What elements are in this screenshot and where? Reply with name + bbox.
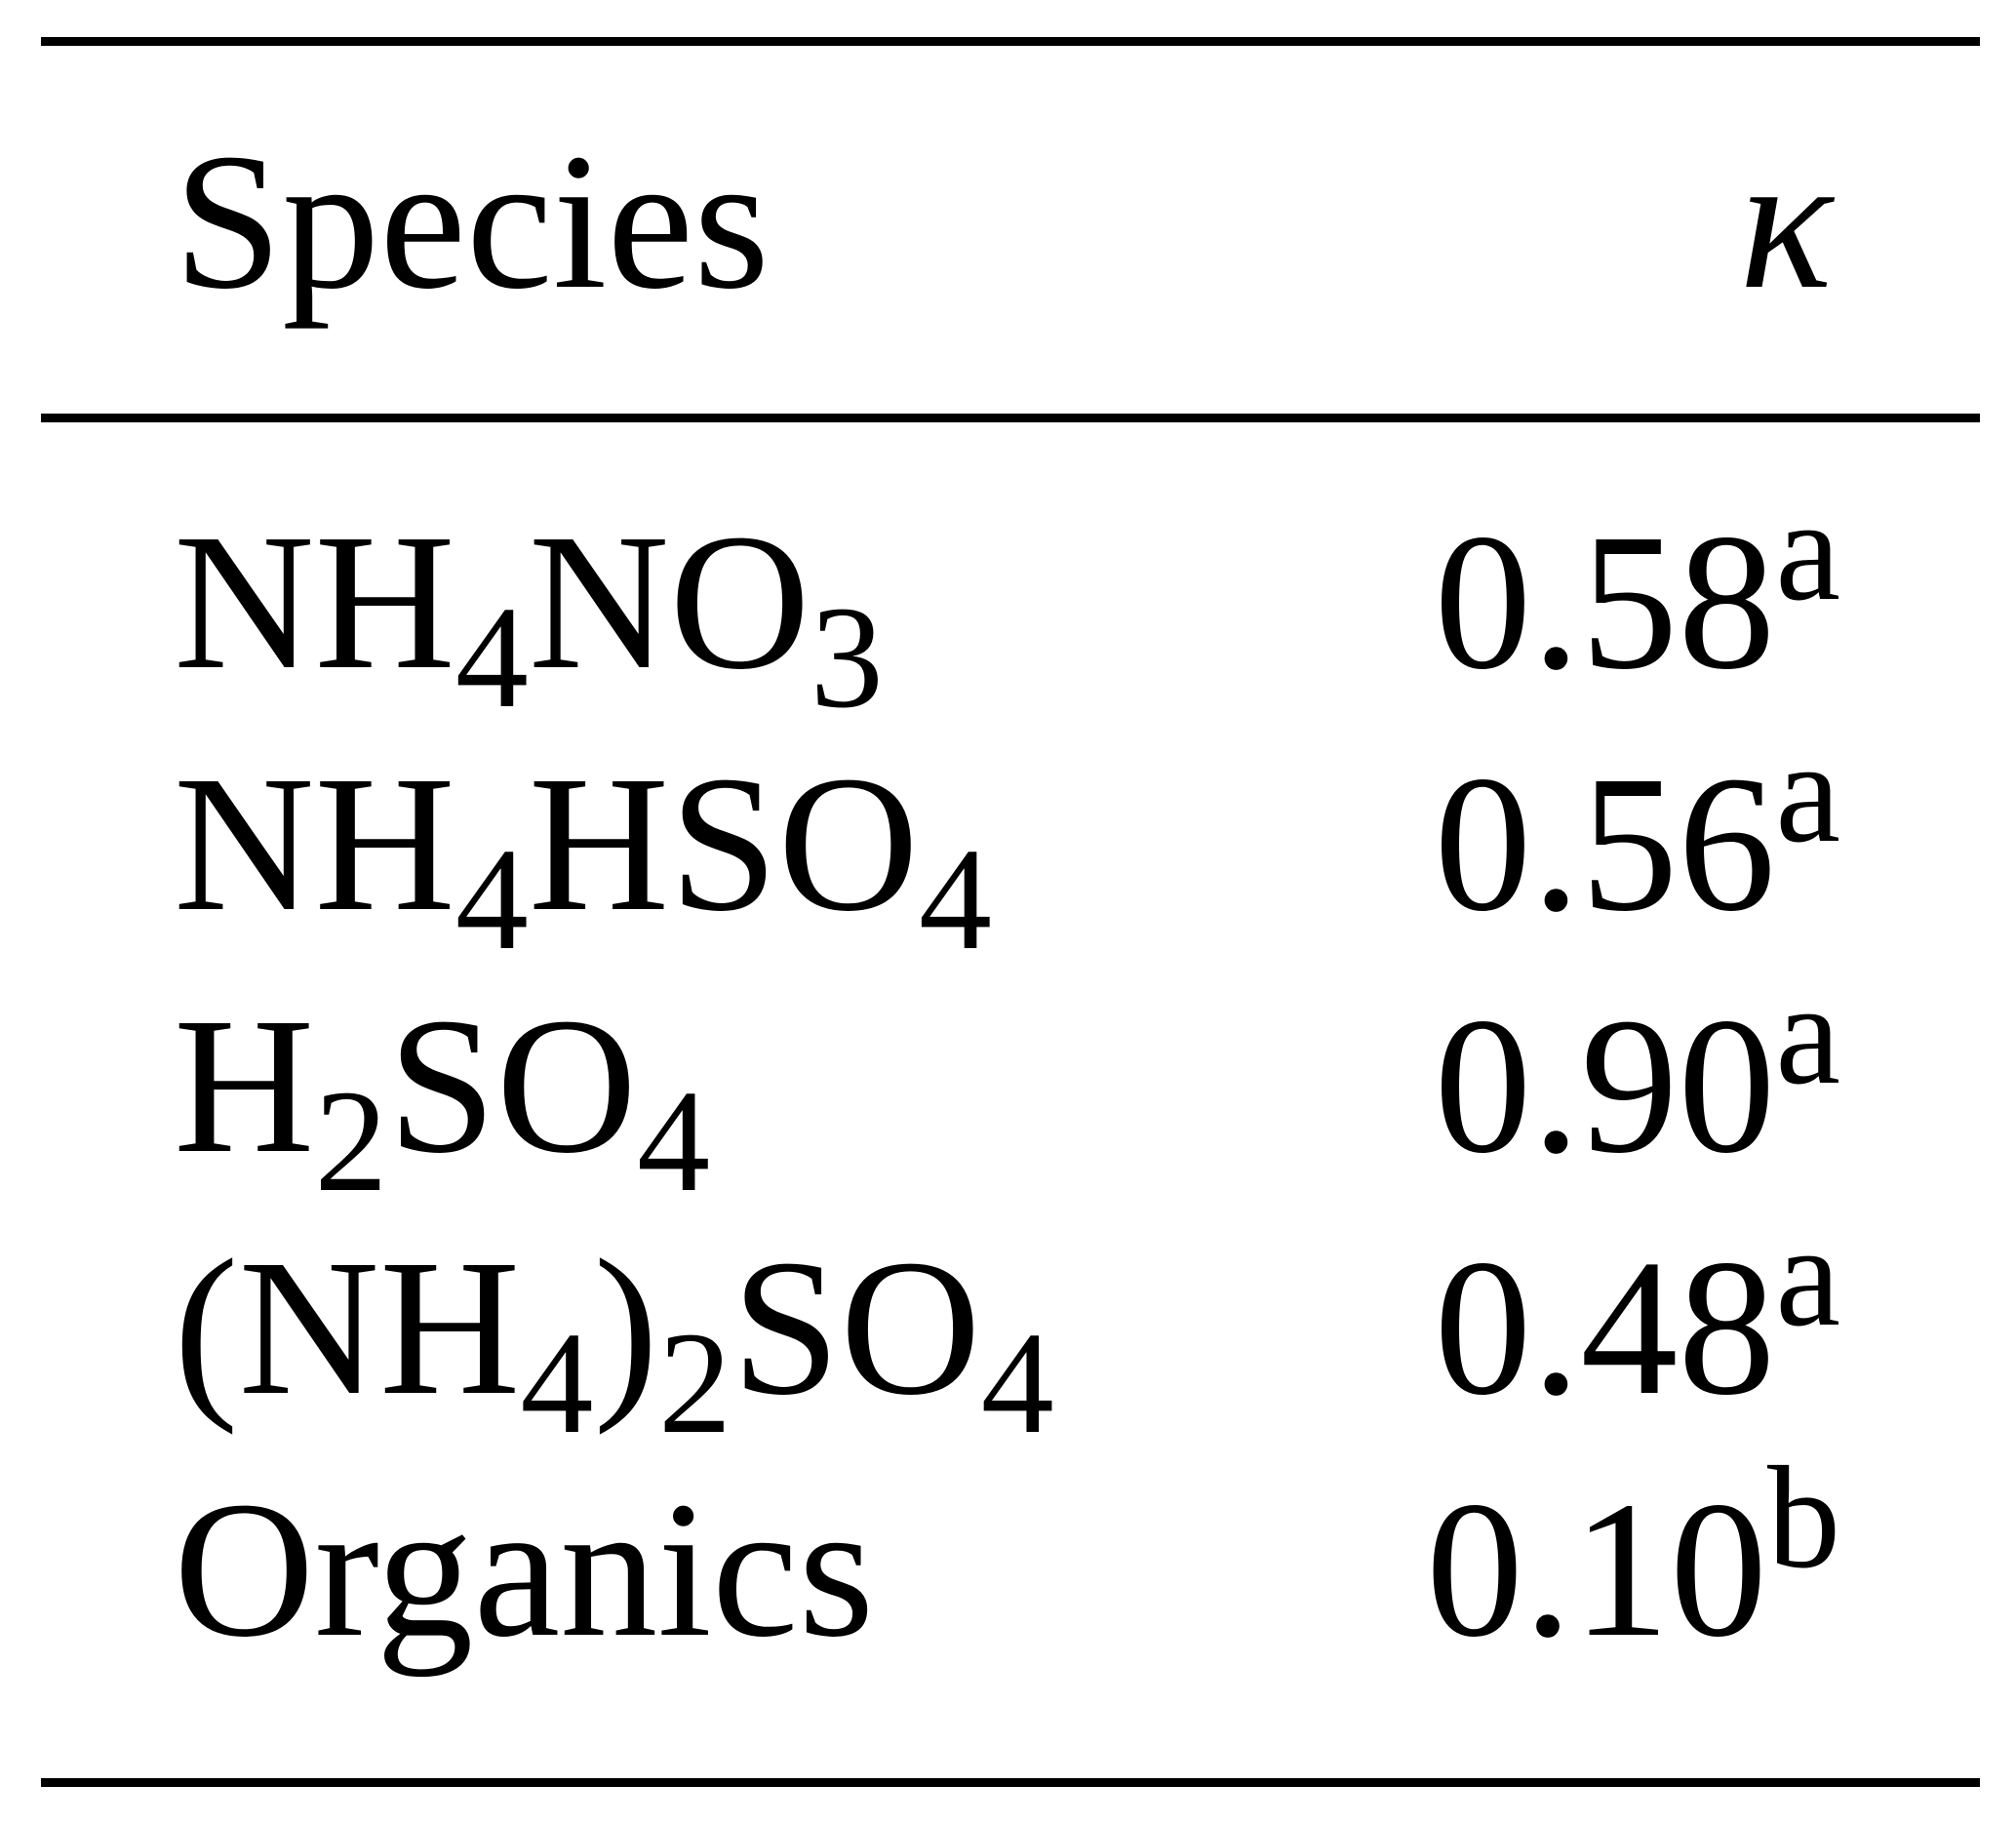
formula-subscript: 2 bbox=[314, 1060, 388, 1222]
formula-text: NH bbox=[174, 495, 455, 710]
formula-text: SO bbox=[731, 1220, 981, 1436]
formula-subscript: 4 bbox=[637, 1060, 711, 1222]
formula-text: H bbox=[174, 978, 315, 1194]
species-cell: NH4HSO4 bbox=[174, 747, 992, 973]
header-species: Species bbox=[174, 114, 770, 330]
formula-subscript: 3 bbox=[810, 576, 884, 738]
kappa-footnote-mark: a bbox=[1775, 1195, 1840, 1357]
species-cell: NH4NO3 bbox=[174, 505, 884, 732]
kappa-value: 0.56 bbox=[1434, 736, 1776, 952]
kappa-value: 0.58 bbox=[1434, 495, 1776, 710]
formula-text: Organics bbox=[174, 1462, 875, 1678]
formula-subscript: 4 bbox=[520, 1302, 594, 1464]
species-cell: (NH4)2SO4 bbox=[174, 1231, 1054, 1457]
formula-text: NO bbox=[528, 495, 810, 710]
kappa-value: 0.90 bbox=[1434, 978, 1776, 1194]
formula-subscript: 2 bbox=[658, 1302, 732, 1464]
formula-text: ) bbox=[593, 1220, 659, 1436]
kappa-cell: 0.90a bbox=[1434, 961, 1840, 1184]
formula-subscript: 4 bbox=[980, 1302, 1054, 1464]
kappa-footnote-mark: b bbox=[1767, 1437, 1840, 1599]
kappa-cell: 0.58a bbox=[1434, 477, 1840, 700]
kappa-cell: 0.10b bbox=[1426, 1445, 1840, 1668]
species-cell: H2SO4 bbox=[174, 989, 710, 1215]
formula-text: HSO bbox=[528, 736, 919, 952]
formula-text: SO bbox=[387, 978, 638, 1194]
kappa-cell: 0.48a bbox=[1434, 1203, 1840, 1426]
species-cell: Organics bbox=[174, 1473, 874, 1668]
formula-text: (NH bbox=[174, 1220, 521, 1436]
kappa-footnote-mark: a bbox=[1775, 469, 1840, 631]
kappa-cell: 0.56a bbox=[1434, 719, 1840, 942]
kappa-footnote-mark: a bbox=[1775, 953, 1840, 1115]
kappa-footnote-mark: a bbox=[1775, 711, 1840, 873]
formula-subscript: 4 bbox=[918, 818, 992, 980]
formula-subscript: 4 bbox=[455, 576, 529, 738]
formula-subscript: 4 bbox=[455, 818, 529, 980]
formula-text: NH bbox=[174, 736, 455, 952]
top-rule bbox=[41, 37, 1980, 46]
kappa-value: 0.48 bbox=[1434, 1220, 1776, 1436]
header-rule bbox=[41, 414, 1980, 422]
header-kappa: κ bbox=[1739, 114, 1833, 330]
bottom-rule bbox=[41, 1778, 1980, 1787]
kappa-value: 0.10 bbox=[1426, 1462, 1767, 1678]
